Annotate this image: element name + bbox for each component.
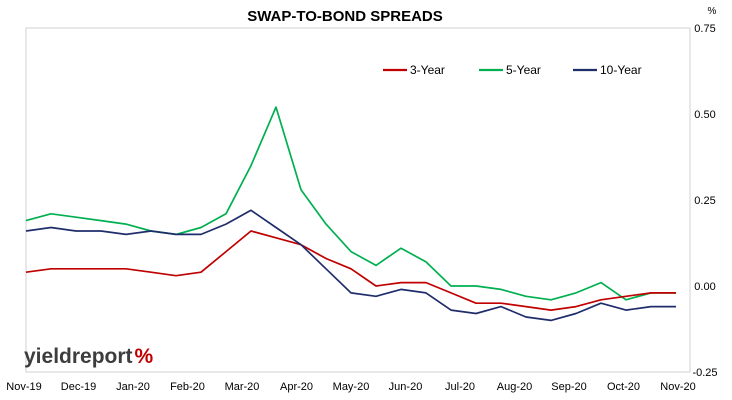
x-tick-label: Dec-19: [61, 381, 96, 393]
series-10-year-line: [25, 209, 676, 322]
x-tick-label: Nov-20: [660, 381, 695, 393]
plot-area: [25, 27, 691, 373]
x-tick-label: Nov-19: [6, 381, 41, 393]
series-3-year-line: [25, 230, 676, 311]
logo-word: yieldreport: [24, 345, 133, 368]
y-axis-unit: %: [708, 6, 717, 17]
y-tick-label: 0.75: [694, 23, 715, 35]
legend-label: 3-Year: [410, 63, 445, 77]
y-tick-label: -0.25: [692, 367, 717, 379]
x-tick-label: Jun-20: [389, 381, 423, 393]
yieldreport-logo: yieldreport%: [24, 345, 154, 368]
x-tick-label: Jul-20: [445, 381, 475, 393]
x-tick-label: May-20: [333, 381, 370, 393]
series-5-year-line: [25, 106, 676, 301]
x-tick-label: Mar-20: [225, 381, 260, 393]
y-tick-label: 0.00: [694, 281, 715, 293]
series-lines: [25, 106, 676, 322]
logo-percent-symbol: %: [135, 345, 154, 368]
y-axis-ticks: -0.25 0.00 0.25 0.50 0.75: [692, 23, 717, 379]
y-tick-label: 0.25: [694, 195, 715, 207]
x-tick-label: Apr-20: [280, 381, 313, 393]
x-tick-label: Jan-20: [116, 381, 150, 393]
x-tick-label: Sep-20: [551, 381, 586, 393]
legend-label: 5-Year: [506, 63, 541, 77]
svg-text:yieldreport%: yieldreport%: [24, 345, 154, 368]
legend: 3-Year 5-Year 10-Year: [383, 63, 642, 77]
x-tick-label: Oct-20: [607, 381, 640, 393]
chart-title: SWAP-TO-BOND SPREADS: [247, 8, 443, 25]
y-tick-label: 0.50: [694, 109, 715, 121]
x-tick-label: Feb-20: [170, 381, 205, 393]
legend-label: 10-Year: [600, 63, 642, 77]
x-tick-label: Aug-20: [497, 381, 532, 393]
x-axis-ticks: Nov-19 Dec-19 Jan-20 Feb-20 Mar-20 Apr-20 May-…: [6, 381, 695, 393]
